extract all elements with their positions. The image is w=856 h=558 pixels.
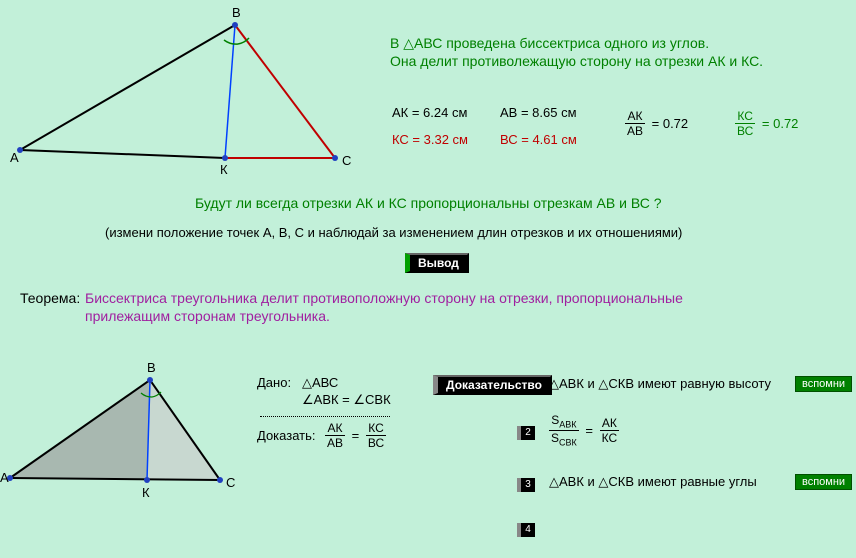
label-C: С (342, 153, 351, 168)
theorem-label: Теорема: (20, 290, 80, 306)
ak-measure: АК = 6.24 см (392, 105, 467, 120)
dokazat-label: Доказать: (257, 428, 315, 443)
label-A: A (10, 150, 19, 165)
ratio1: АКАВ = 0.72 (625, 110, 691, 137)
kc-measure: КС = 3.32 см (392, 132, 468, 147)
remember-button-1[interactable]: вспомни (795, 376, 852, 392)
hint: (измени положение точек А, В, С и наблюд… (105, 225, 682, 240)
intro-line1: В △АВС проведена биссектриса одного из у… (390, 35, 709, 52)
theorem-text1: Биссектриса треугольника делит противопо… (85, 290, 683, 306)
dano-tri: △АВС (302, 375, 338, 391)
label-K: К (220, 162, 228, 177)
remember-button-2[interactable]: вспомни (795, 474, 852, 490)
step-3[interactable]: 3 (517, 478, 535, 492)
prove-expr: АКАВ = КСВС (325, 422, 386, 449)
label2-C: С (226, 475, 235, 490)
label-B: B (232, 5, 241, 20)
separator (260, 416, 390, 417)
dano-ang: ∠АВК = ∠СВК (302, 392, 391, 408)
theorem-text2: прилежащим сторонам треугольника. (85, 308, 330, 324)
dano-label: Дано: (257, 375, 291, 390)
label2-A: A (0, 470, 9, 485)
ratio2: КСВС = 0.72 (735, 110, 801, 137)
bc-measure: ВС = 4.61 см (500, 132, 577, 147)
label2-B: B (147, 360, 156, 375)
stmt-1: △АВК и △СКВ имеют равную высоту (549, 376, 771, 392)
proof-button[interactable]: Доказательство (433, 375, 552, 395)
question: Будут ли всегда отрезки АК и КС пропорци… (195, 195, 662, 211)
ab-measure: АВ = 8.65 см (500, 105, 577, 120)
bottom-triangle (0, 340, 250, 540)
step-2[interactable]: 2 (517, 426, 535, 440)
top-triangle (0, 0, 360, 200)
label2-K: К (142, 485, 150, 500)
step-4[interactable]: 4 (517, 523, 535, 537)
stmt-3: △АВК и △СКВ имеют равные углы (549, 474, 757, 490)
stmt-2: SАВК SСВК = АККС (549, 414, 619, 448)
remember-1: вспомни (795, 375, 852, 392)
vyvod-button[interactable]: Вывод (405, 253, 469, 273)
intro-line2: Она делит противолежащую сторону на отре… (390, 53, 763, 69)
remember-2: вспомни (795, 473, 852, 490)
